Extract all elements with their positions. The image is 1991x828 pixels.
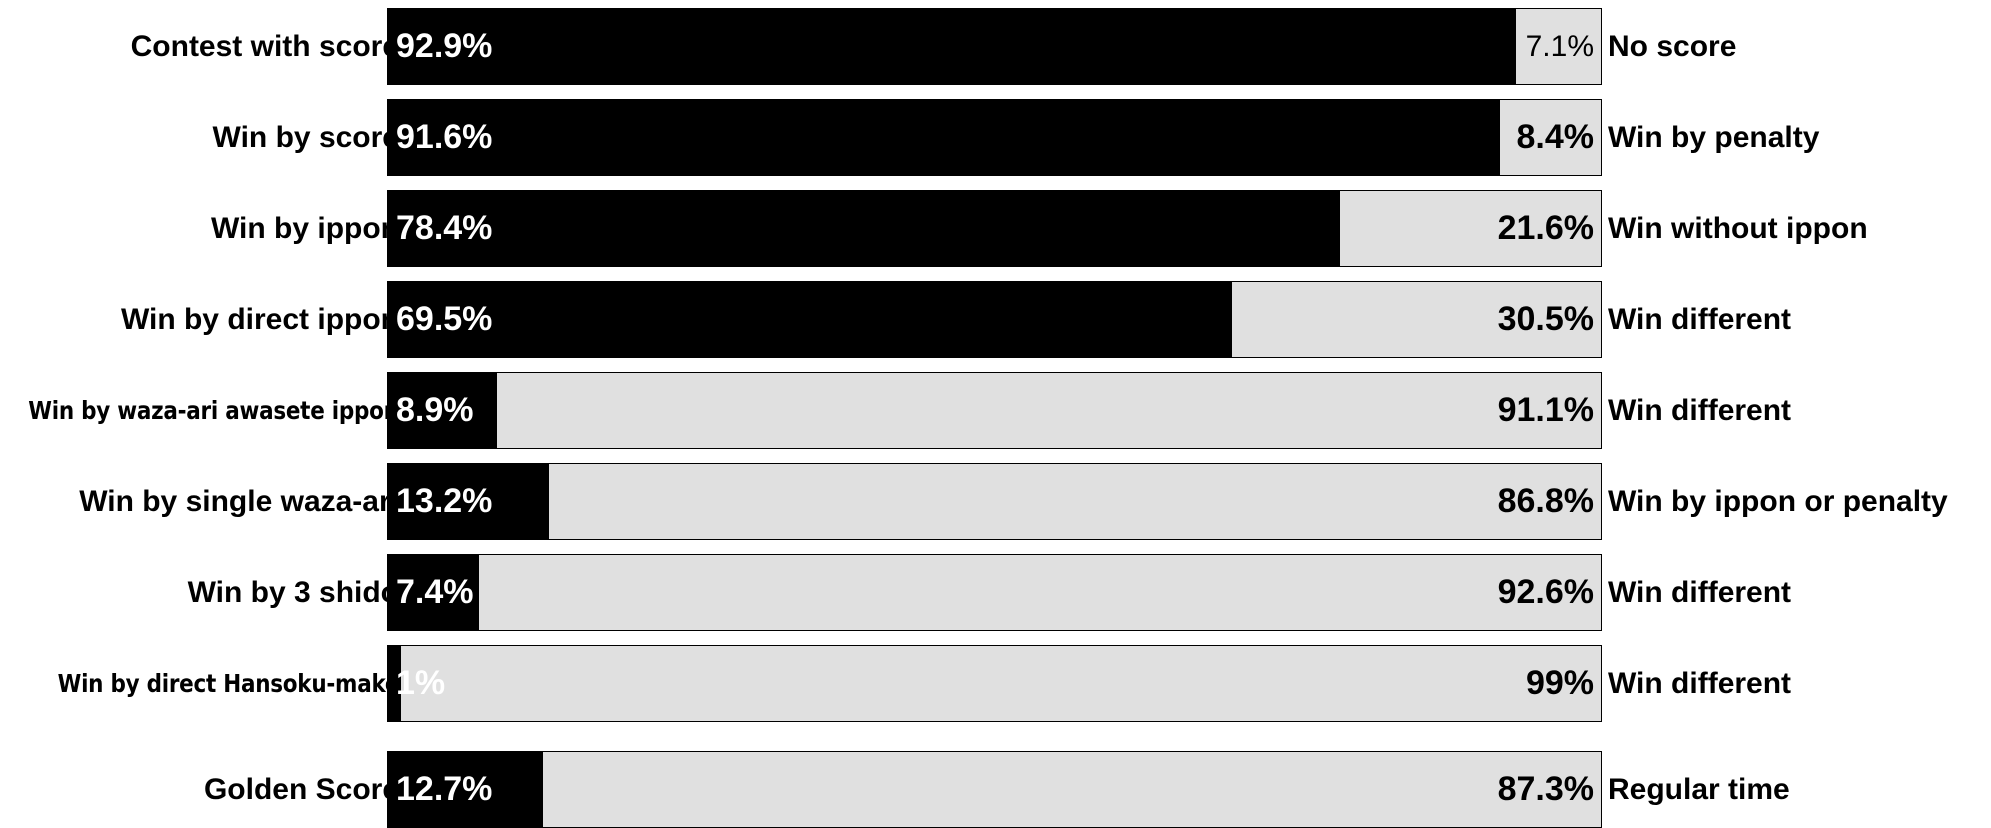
bar-track: 69.5% 30.5% — [387, 281, 1602, 358]
bar-segment-primary — [388, 373, 496, 448]
bar-segment-primary — [388, 9, 1515, 84]
percent-label-primary: 8.9% — [396, 391, 474, 429]
bar-track: 8.9% 91.1% — [387, 372, 1602, 449]
category-label: Win by waza-ari awasete ippon — [28, 396, 400, 425]
bar-row: Contest with score 92.9% 7.1% No score — [0, 8, 1991, 85]
complement-label: Win different — [1608, 303, 1792, 336]
percent-label-complement: 99% — [1525, 664, 1594, 702]
category-label: Win by ippon — [210, 212, 399, 245]
bar-segment-primary — [388, 646, 400, 721]
bar-segment-divider — [1499, 100, 1500, 175]
percent-label-primary: 13.2% — [396, 482, 493, 520]
category-label: Golden Score — [203, 773, 399, 806]
bar-segment-divider — [1515, 9, 1516, 84]
percent-label-complement: 91.1% — [1497, 391, 1594, 429]
category-label: Win by direct Hansoku-make — [57, 669, 399, 698]
category-label: Win by direct ippon — [120, 303, 399, 336]
percent-label-primary: 78.4% — [396, 209, 493, 247]
percent-label-primary: 1% — [396, 664, 446, 702]
bar-row: Win by single waza-ari 13.2% 86.8% Win by i… — [0, 463, 1991, 540]
bar-segment-primary — [388, 191, 1339, 266]
category-label: Contest with score — [130, 30, 399, 63]
percent-label-complement: 87.3% — [1497, 770, 1594, 808]
bar-track: 12.7% 87.3% — [387, 751, 1602, 828]
complement-label: Win by penalty — [1608, 121, 1820, 154]
percent-label-complement: 7.1% — [1525, 30, 1594, 63]
bar-row: Win by ippon 78.4% 21.6% Win without ippon — [0, 190, 1991, 267]
category-label: Win by single waza-ari — [79, 485, 399, 518]
bar-track: 1% 99% — [387, 645, 1602, 722]
percent-label-complement: 21.6% — [1497, 209, 1594, 247]
percent-label-complement: 30.5% — [1497, 300, 1594, 338]
bar-row: Win by waza-ari awasete ippon 8.9% 91.1% Wi… — [0, 372, 1991, 449]
bar-segment-primary — [388, 752, 542, 827]
complement-label: Win without ippon — [1608, 212, 1868, 245]
bar-segment-divider — [548, 464, 549, 539]
bar-segment-primary — [388, 464, 548, 539]
category-label: Win by score — [212, 121, 399, 154]
category-label: Win by 3 shido — [187, 576, 399, 609]
bar-row: Win by score 91.6% 8.4% Win by penalty — [0, 99, 1991, 176]
bar-segment-divider — [1339, 191, 1340, 266]
bar-segment-primary — [388, 282, 1231, 357]
bar-row: Win by direct Hansoku-make 1% 99% Win diffe… — [0, 645, 1991, 722]
bar-segment-primary — [388, 100, 1499, 175]
bar-track: 7.4% 92.6% — [387, 554, 1602, 631]
percent-label-primary: 12.7% — [396, 770, 493, 808]
complement-label: No score — [1608, 30, 1737, 63]
bar-track: 91.6% 8.4% — [387, 99, 1602, 176]
bar-segment-divider — [496, 373, 497, 448]
bar-segment-divider — [542, 752, 543, 827]
bar-row: Win by 3 shido 7.4% 92.6% Win different — [0, 554, 1991, 631]
percent-label-primary: 69.5% — [396, 300, 493, 338]
bar-row: Win by direct ippon 69.5% 30.5% Win differe… — [0, 281, 1991, 358]
percent-label-complement: 92.6% — [1497, 573, 1594, 611]
percent-label-primary: 92.9% — [396, 27, 493, 65]
complement-label: Regular time — [1608, 773, 1790, 806]
bar-track: 13.2% 86.8% — [387, 463, 1602, 540]
percent-label-complement: 86.8% — [1497, 482, 1594, 520]
bar-row: Golden Score 12.7% 87.3% Regular time — [0, 751, 1991, 828]
bar-segment-divider — [1231, 282, 1232, 357]
complement-label: Win by ippon or penalty — [1608, 485, 1948, 518]
complement-label: Win different — [1608, 576, 1792, 609]
bar-track: 92.9% 7.1% — [387, 8, 1602, 85]
bar-segment-divider — [478, 555, 479, 630]
percent-label-primary: 91.6% — [396, 118, 493, 156]
complement-label: Win different — [1608, 667, 1792, 700]
percent-label-primary: 7.4% — [396, 573, 474, 611]
percent-label-complement: 8.4% — [1516, 118, 1595, 156]
bar-track: 78.4% 21.6% — [387, 190, 1602, 267]
bar-segment-divider — [400, 646, 401, 721]
bar-segment-primary — [388, 555, 478, 630]
complement-label: Win different — [1608, 394, 1792, 427]
